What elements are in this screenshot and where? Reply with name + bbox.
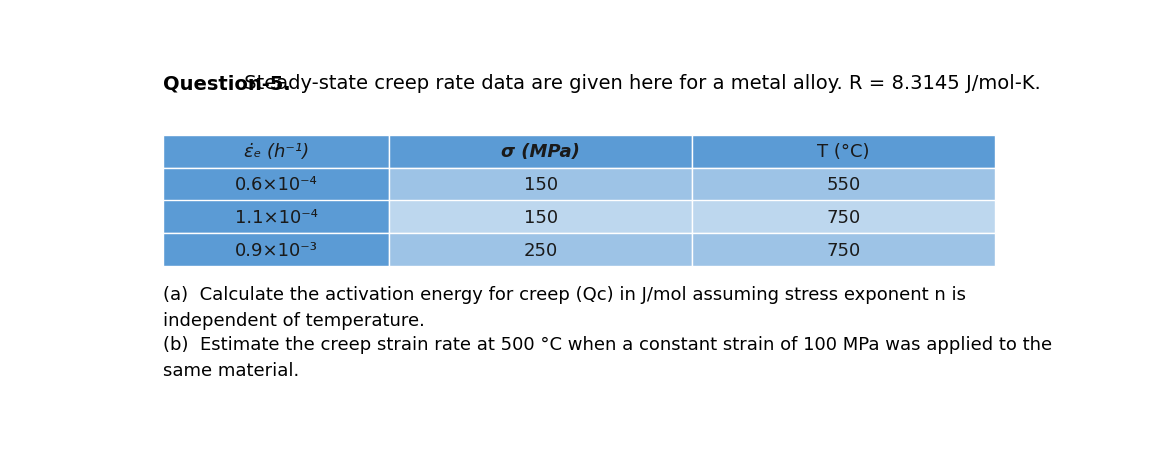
Text: 550: 550 (826, 176, 860, 194)
Bar (692, 201, 995, 234)
Text: 750: 750 (826, 241, 860, 259)
Bar (389, 136, 692, 168)
Text: 0.6×10⁻⁴: 0.6×10⁻⁴ (235, 176, 318, 194)
Text: Question-5.: Question-5. (164, 74, 291, 93)
Text: Steady-state creep rate data are given here for a metal alloy. R = 8.3145 J/mol-: Steady-state creep rate data are given h… (238, 74, 1042, 93)
Text: 250: 250 (524, 241, 558, 259)
Text: 1.1×10⁻⁴: 1.1×10⁻⁴ (235, 208, 318, 226)
Text: 0.9×10⁻³: 0.9×10⁻³ (235, 241, 318, 259)
Text: T (°C): T (°C) (817, 143, 870, 161)
Bar (692, 234, 995, 266)
Text: ε̇ₑ (h⁻¹): ε̇ₑ (h⁻¹) (243, 143, 309, 161)
Bar (389, 201, 692, 234)
Bar (389, 168, 692, 201)
Bar (164, 136, 389, 168)
Bar (164, 234, 389, 266)
Bar (692, 168, 995, 201)
Bar (692, 136, 995, 168)
Text: (b)  Estimate the creep strain rate at 500 °C when a constant strain of 100 MPa : (b) Estimate the creep strain rate at 50… (164, 336, 1052, 379)
Bar (164, 168, 389, 201)
Text: σ (MPa): σ (MPa) (502, 143, 580, 161)
Text: 150: 150 (524, 208, 558, 226)
Text: 150: 150 (524, 176, 558, 194)
Text: (a)  Calculate the activation energy for creep (Qc) in J/mol assuming stress exp: (a) Calculate the activation energy for … (164, 285, 966, 329)
Bar (389, 234, 692, 266)
Bar (164, 201, 389, 234)
Text: 750: 750 (826, 208, 860, 226)
